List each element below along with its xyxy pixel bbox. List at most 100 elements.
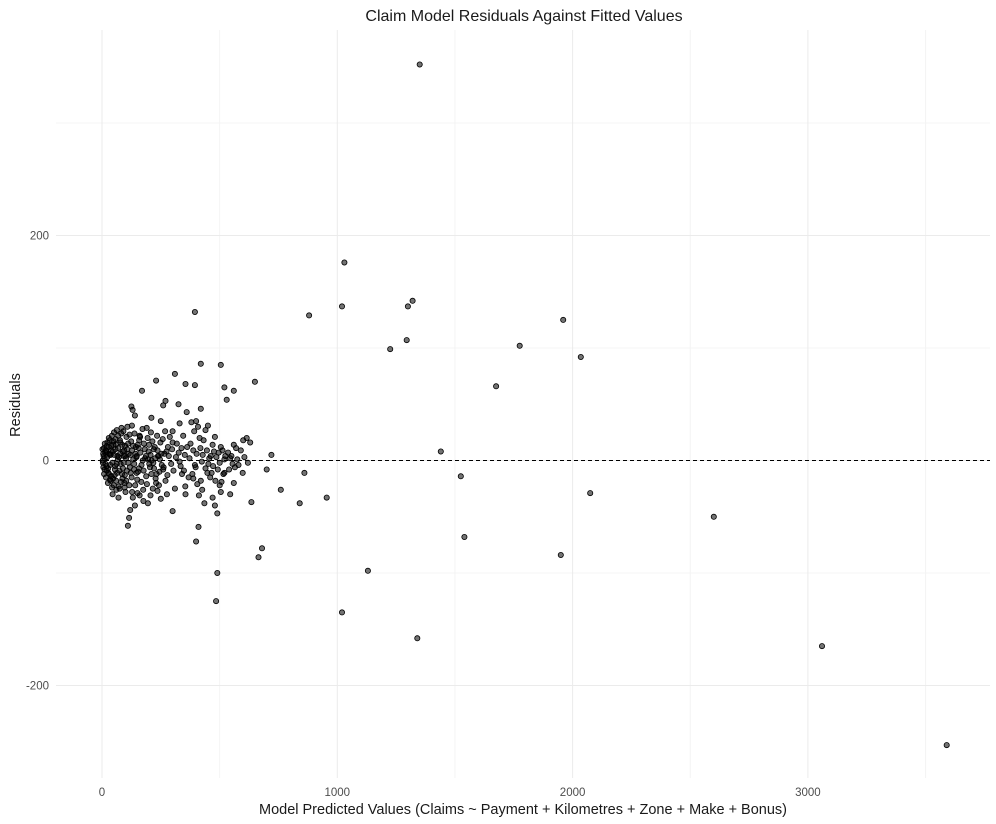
data-point bbox=[234, 456, 241, 463]
data-point bbox=[131, 430, 138, 437]
data-point bbox=[103, 463, 110, 470]
data-point bbox=[437, 448, 444, 455]
data-point bbox=[165, 452, 172, 459]
data-point bbox=[162, 477, 169, 484]
data-point bbox=[168, 460, 175, 467]
data-point bbox=[197, 445, 204, 452]
data-point bbox=[191, 382, 198, 389]
data-point bbox=[126, 482, 133, 489]
data-point bbox=[198, 458, 205, 465]
data-point bbox=[199, 451, 206, 458]
data-point bbox=[211, 433, 218, 440]
data-point bbox=[192, 464, 199, 471]
data-point bbox=[241, 454, 248, 461]
data-point bbox=[147, 492, 154, 499]
y-tick-label: 200 bbox=[30, 231, 49, 243]
data-point bbox=[197, 360, 204, 367]
data-point bbox=[516, 342, 523, 349]
data-point bbox=[200, 437, 207, 444]
data-point bbox=[176, 458, 183, 465]
data-point bbox=[149, 438, 156, 445]
data-point bbox=[99, 459, 106, 466]
data-point bbox=[226, 466, 233, 473]
data-point bbox=[125, 459, 132, 466]
data-point bbox=[147, 429, 154, 436]
data-point bbox=[114, 469, 121, 476]
x-tick-label: 1000 bbox=[325, 787, 351, 799]
data-point bbox=[338, 609, 345, 616]
data-point bbox=[493, 383, 500, 390]
data-point bbox=[403, 337, 410, 344]
data-point bbox=[160, 464, 167, 471]
data-point bbox=[235, 461, 242, 468]
data-point bbox=[186, 455, 193, 462]
data-point bbox=[129, 494, 136, 501]
data-point bbox=[216, 459, 223, 466]
data-point bbox=[557, 552, 564, 559]
data-point bbox=[227, 491, 234, 498]
x-tick-label: 2000 bbox=[560, 787, 586, 799]
data-point bbox=[587, 490, 594, 497]
data-point bbox=[172, 454, 179, 461]
data-point bbox=[577, 353, 584, 360]
data-point bbox=[113, 460, 120, 467]
data-point bbox=[209, 441, 216, 448]
data-point bbox=[127, 506, 134, 513]
data-point bbox=[182, 491, 189, 498]
data-point bbox=[457, 473, 464, 480]
data-point bbox=[169, 446, 176, 453]
data-point bbox=[195, 523, 202, 530]
data-point bbox=[387, 346, 394, 353]
data-point bbox=[154, 487, 161, 494]
data-point bbox=[125, 440, 132, 447]
data-point bbox=[187, 440, 194, 447]
data-point bbox=[193, 538, 200, 545]
data-point bbox=[171, 370, 178, 377]
data-point bbox=[416, 61, 423, 68]
data-points bbox=[99, 61, 950, 749]
data-point bbox=[193, 450, 200, 457]
data-point bbox=[228, 452, 235, 459]
data-point bbox=[166, 433, 173, 440]
data-point bbox=[148, 414, 155, 421]
data-point bbox=[129, 406, 136, 413]
data-point bbox=[164, 472, 171, 479]
data-point bbox=[203, 447, 210, 454]
data-point bbox=[124, 522, 131, 529]
data-point bbox=[139, 425, 146, 432]
data-point bbox=[160, 402, 167, 409]
data-point bbox=[127, 451, 134, 458]
data-point bbox=[154, 432, 161, 439]
data-point bbox=[180, 467, 187, 474]
data-point bbox=[217, 488, 224, 495]
data-point bbox=[131, 460, 138, 467]
data-point bbox=[194, 423, 201, 430]
data-point bbox=[195, 492, 202, 499]
data-point bbox=[159, 436, 166, 443]
data-point bbox=[414, 635, 421, 642]
data-point bbox=[268, 451, 275, 458]
data-point bbox=[204, 469, 211, 476]
gridlines bbox=[56, 30, 990, 778]
data-point bbox=[147, 451, 154, 458]
data-point bbox=[202, 427, 209, 434]
data-point bbox=[169, 508, 176, 515]
data-point bbox=[131, 502, 138, 509]
data-point bbox=[134, 441, 141, 448]
data-point bbox=[296, 500, 303, 507]
data-point bbox=[110, 475, 117, 482]
data-point bbox=[175, 401, 182, 408]
data-point bbox=[131, 412, 138, 419]
data-point bbox=[163, 491, 170, 498]
data-point bbox=[255, 554, 262, 561]
x-axis-title: Model Predicted Values (Claims ~ Payment… bbox=[259, 802, 787, 818]
data-point bbox=[111, 429, 118, 436]
data-point bbox=[233, 445, 240, 452]
chart-title: Claim Model Residuals Against Fitted Val… bbox=[365, 8, 682, 25]
data-point bbox=[140, 497, 147, 504]
data-point bbox=[106, 451, 113, 458]
data-point bbox=[132, 482, 139, 489]
data-point bbox=[128, 422, 135, 429]
data-point bbox=[212, 477, 219, 484]
